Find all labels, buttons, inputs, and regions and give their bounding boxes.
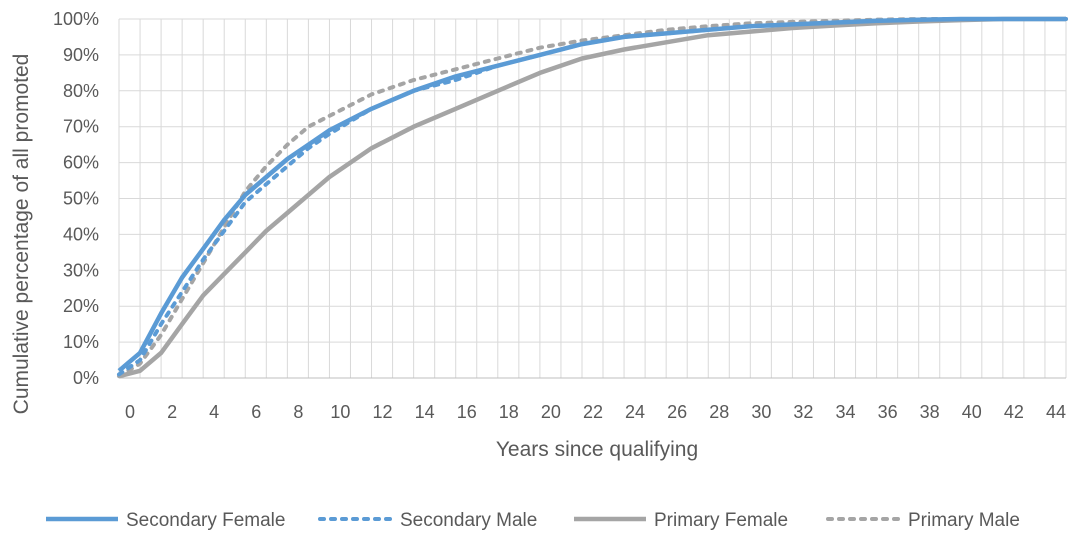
x-tick-label: 36	[878, 402, 898, 422]
y-tick-label: 40%	[63, 224, 99, 244]
x-tick-label: 28	[709, 402, 729, 422]
x-tick-label: 16	[457, 402, 477, 422]
series-line-secondary-female	[117, 16, 1066, 373]
x-tick-label: 4	[209, 402, 219, 422]
x-tick-label: 2	[167, 402, 177, 422]
x-axis-ticks: 0 2 4 6 8 10 12 14 16 18 20 22 24 26 28 30 32 34 36 38 40 42 4…	[125, 402, 1066, 422]
x-tick-label: 22	[583, 402, 603, 422]
y-tick-label: 0%	[73, 368, 99, 388]
x-tick-label: 34	[835, 402, 855, 422]
x-tick-label: 20	[541, 402, 561, 422]
x-tick-label: 18	[499, 402, 519, 422]
x-tick-label: 38	[920, 402, 940, 422]
x-tick-label: 12	[373, 402, 393, 422]
x-tick-label: 42	[1004, 402, 1024, 422]
legend-label: Secondary Female	[126, 510, 285, 531]
y-tick-label: 60%	[63, 153, 99, 173]
y-tick-label: 50%	[63, 189, 99, 209]
y-tick-label: 100%	[53, 9, 99, 29]
series-line-primary-male	[117, 17, 1068, 379]
x-tick-label: 10	[330, 402, 350, 422]
series-line-primary-female	[118, 16, 1066, 379]
legend-label: Primary Female	[654, 510, 788, 531]
legend-label: Primary Male	[908, 510, 1020, 531]
x-tick-label: 14	[415, 402, 435, 422]
x-tick-label: 6	[251, 402, 261, 422]
x-tick-label: 26	[667, 402, 687, 422]
y-tick-label: 10%	[63, 332, 99, 352]
x-tick-label: 44	[1046, 402, 1066, 422]
legend: Secondary Female Secondary Male Primary Fe…	[46, 510, 1020, 531]
y-tick-label: 70%	[63, 117, 99, 137]
x-tick-label: 8	[293, 402, 303, 422]
grid-lines	[118, 18, 1067, 379]
y-axis-title: Cumulative percentage of all promoted	[10, 54, 33, 415]
x-tick-label: 32	[793, 402, 813, 422]
x-tick-label: 0	[125, 402, 135, 422]
x-tick-label: 30	[751, 402, 771, 422]
legend-label: Secondary Male	[400, 510, 537, 531]
y-tick-label: 90%	[63, 45, 99, 65]
series-line-secondary-male	[117, 17, 1068, 377]
y-axis-ticks: 0% 10% 20% 30% 40% 50% 60% 70% 80% 90% 100%	[53, 9, 99, 388]
x-axis-title: Years since qualifying	[496, 438, 698, 461]
x-tick-label: 24	[625, 402, 645, 422]
y-tick-label: 30%	[63, 260, 99, 280]
y-tick-label: 20%	[63, 296, 99, 316]
series-lines	[117, 16, 1068, 379]
x-tick-label: 40	[962, 402, 982, 422]
y-tick-label: 80%	[63, 81, 99, 101]
